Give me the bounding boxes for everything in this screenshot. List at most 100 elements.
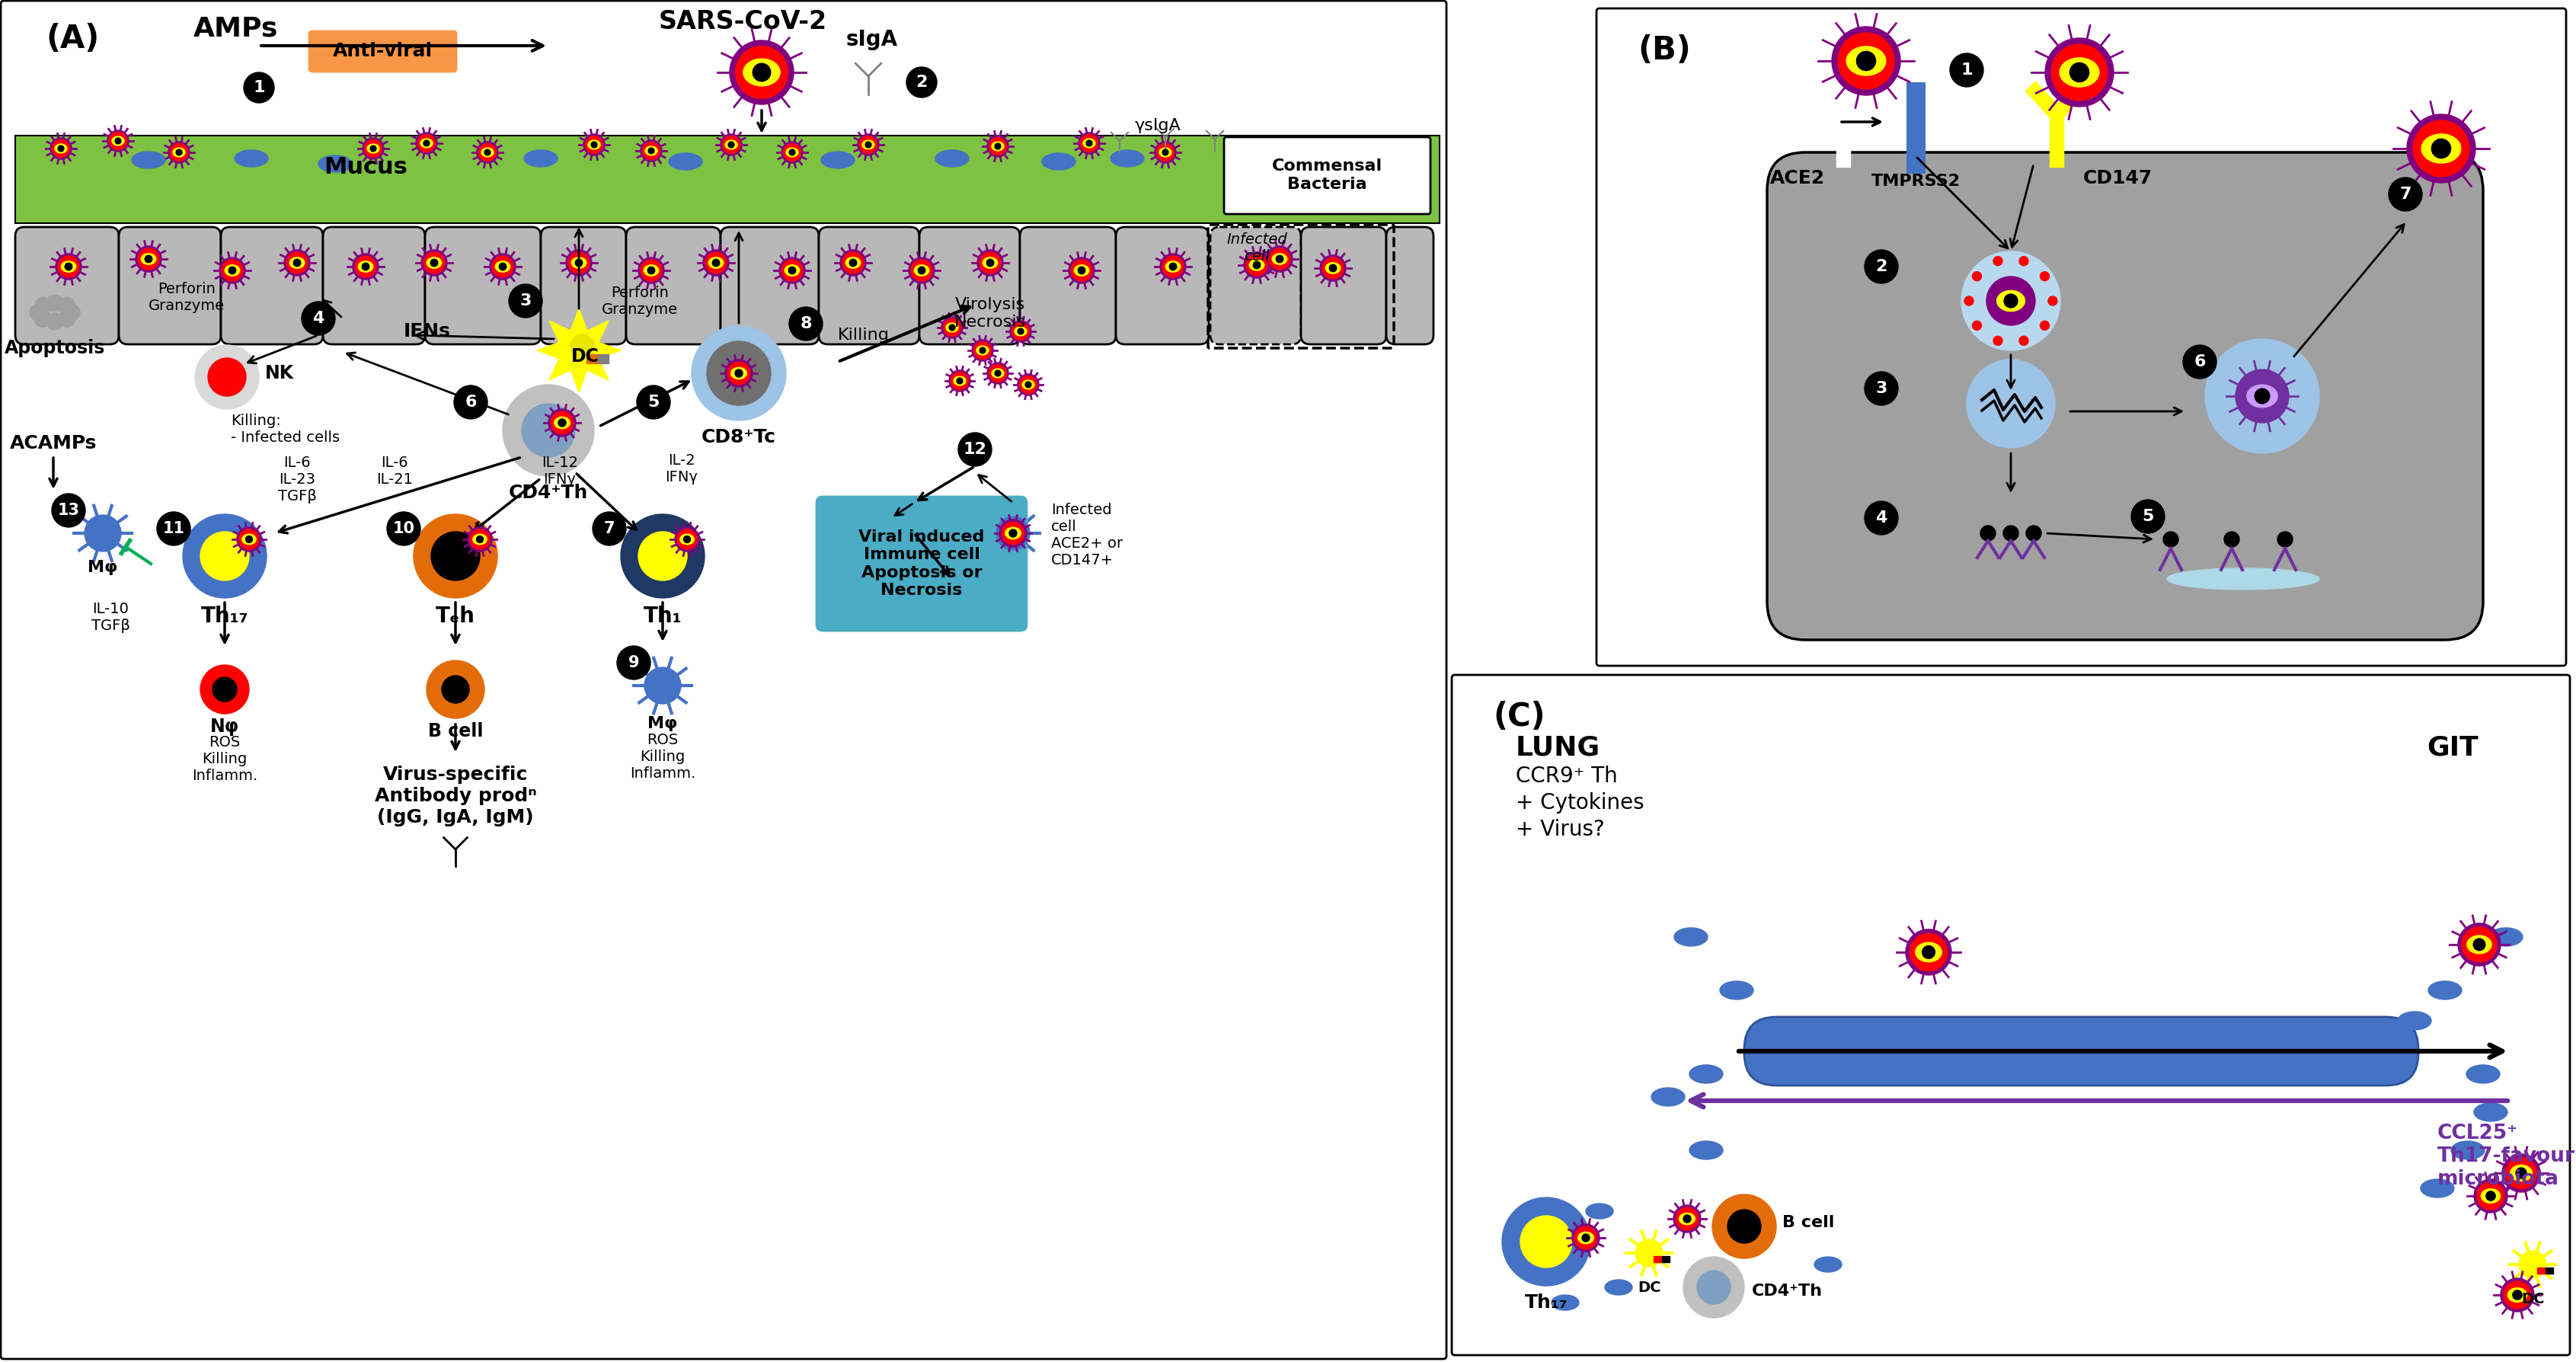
Circle shape: [1922, 945, 1935, 959]
FancyBboxPatch shape: [309, 31, 456, 72]
Ellipse shape: [224, 266, 240, 276]
Ellipse shape: [2061, 57, 2099, 87]
Circle shape: [1002, 522, 1025, 545]
Circle shape: [721, 133, 742, 155]
Circle shape: [551, 411, 574, 434]
Circle shape: [987, 136, 1007, 157]
Ellipse shape: [1110, 150, 1144, 166]
Text: CD147: CD147: [2084, 169, 2151, 188]
Text: 1: 1: [252, 80, 265, 95]
Text: Th₁₇: Th₁₇: [1525, 1294, 1569, 1312]
Circle shape: [209, 358, 247, 396]
Circle shape: [2045, 38, 2115, 106]
Ellipse shape: [1159, 148, 1172, 157]
Text: 1: 1: [1960, 63, 1973, 78]
Circle shape: [999, 519, 1028, 548]
Text: + Cytokines: + Cytokines: [1515, 793, 1643, 813]
Circle shape: [675, 527, 698, 552]
Circle shape: [2504, 1282, 2532, 1309]
Circle shape: [1857, 52, 1875, 71]
FancyBboxPatch shape: [1597, 8, 2566, 666]
Circle shape: [453, 385, 487, 419]
Circle shape: [52, 138, 72, 159]
Circle shape: [175, 150, 183, 155]
Circle shape: [183, 515, 265, 598]
Text: 3: 3: [520, 293, 531, 309]
Circle shape: [2004, 294, 2017, 308]
Ellipse shape: [680, 534, 693, 545]
Circle shape: [2501, 1154, 2540, 1192]
Text: Th₁: Th₁: [644, 606, 683, 627]
Circle shape: [59, 311, 75, 327]
Text: 11: 11: [162, 522, 185, 537]
Ellipse shape: [644, 266, 659, 276]
Text: Mφ: Mφ: [647, 716, 677, 731]
Circle shape: [31, 304, 46, 320]
Text: (C): (C): [1494, 701, 1546, 733]
Ellipse shape: [1082, 139, 1095, 147]
Text: 5: 5: [647, 395, 659, 410]
Circle shape: [734, 46, 788, 98]
Ellipse shape: [2506, 1288, 2527, 1302]
Text: Infected
cell
ACE2+ or
CD147+: Infected cell ACE2+ or CD147+: [1051, 503, 1123, 568]
Circle shape: [57, 256, 80, 278]
Circle shape: [2040, 321, 2050, 330]
Circle shape: [2277, 531, 2293, 548]
Circle shape: [1159, 253, 1185, 279]
Text: Virolysis
Necrosis: Virolysis Necrosis: [953, 297, 1025, 330]
Circle shape: [1079, 132, 1100, 154]
Text: Mucus: Mucus: [325, 157, 407, 178]
Text: IL-6
IL-23
TGFβ: IL-6 IL-23 TGFβ: [278, 455, 317, 504]
Circle shape: [502, 384, 595, 477]
Ellipse shape: [142, 253, 157, 264]
Circle shape: [549, 409, 577, 436]
Text: 3: 3: [1875, 381, 1888, 396]
Circle shape: [1010, 320, 1030, 342]
Ellipse shape: [1690, 1065, 1723, 1083]
Circle shape: [860, 136, 876, 154]
FancyBboxPatch shape: [1224, 138, 1430, 214]
Circle shape: [2069, 63, 2089, 82]
Ellipse shape: [474, 534, 487, 545]
Circle shape: [641, 260, 662, 281]
Circle shape: [907, 67, 938, 98]
Circle shape: [2236, 369, 2290, 422]
Circle shape: [196, 345, 260, 409]
Circle shape: [57, 253, 82, 279]
Text: IL-2
IFNγ: IL-2 IFNγ: [665, 454, 698, 485]
Circle shape: [211, 677, 237, 701]
Circle shape: [157, 512, 191, 545]
Text: Nφ: Nφ: [211, 718, 240, 735]
Ellipse shape: [2465, 1065, 2499, 1083]
Circle shape: [2478, 1182, 2504, 1209]
Circle shape: [1244, 252, 1270, 278]
Circle shape: [422, 252, 446, 274]
Ellipse shape: [1041, 153, 1077, 170]
Ellipse shape: [173, 148, 185, 157]
Ellipse shape: [2473, 1103, 2506, 1121]
Bar: [2545, 1268, 2553, 1273]
Circle shape: [2519, 1250, 2545, 1278]
Circle shape: [1973, 321, 1981, 330]
Circle shape: [229, 267, 237, 274]
Circle shape: [1636, 1239, 1662, 1267]
Ellipse shape: [1721, 981, 1754, 1000]
Circle shape: [1865, 501, 1899, 535]
Circle shape: [866, 142, 871, 147]
Text: IL-12
IFNγ: IL-12 IFNγ: [541, 455, 577, 486]
Circle shape: [781, 142, 804, 163]
Circle shape: [1682, 1257, 1744, 1318]
Circle shape: [726, 362, 750, 384]
Circle shape: [948, 324, 956, 331]
Circle shape: [2473, 938, 2486, 951]
Circle shape: [245, 535, 252, 542]
Text: 6: 6: [464, 395, 477, 410]
Text: TMPRSS2: TMPRSS2: [1870, 174, 1960, 189]
Circle shape: [245, 72, 273, 104]
Circle shape: [1072, 260, 1092, 281]
Ellipse shape: [572, 257, 587, 268]
Ellipse shape: [1273, 253, 1288, 264]
Circle shape: [569, 252, 590, 274]
Text: CCR9⁺ Th: CCR9⁺ Th: [1515, 765, 1618, 787]
Circle shape: [1986, 276, 2035, 326]
